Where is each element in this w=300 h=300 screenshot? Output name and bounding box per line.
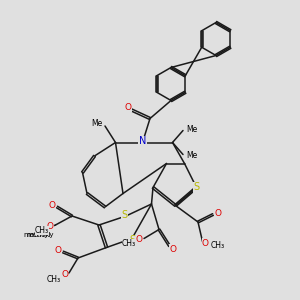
Text: O: O (46, 222, 54, 231)
Text: S: S (194, 182, 200, 193)
Text: O: O (124, 103, 132, 112)
Text: O: O (136, 236, 143, 244)
Text: Me: Me (91, 119, 102, 128)
Text: methyl: methyl (27, 232, 51, 238)
Text: N: N (139, 136, 146, 146)
Text: O: O (202, 238, 209, 247)
Text: O: O (48, 201, 55, 210)
Text: CH₃: CH₃ (210, 242, 225, 250)
Text: CH₃: CH₃ (35, 226, 49, 235)
Text: S: S (122, 209, 128, 220)
Text: N: N (139, 136, 146, 146)
Text: S: S (129, 235, 135, 245)
Text: O: O (54, 246, 61, 255)
Text: O: O (215, 208, 222, 217)
Text: CH₃: CH₃ (47, 274, 61, 284)
Text: methoxy: methoxy (24, 232, 54, 238)
Text: O: O (169, 244, 176, 253)
Text: O: O (61, 270, 68, 279)
Text: CH₃: CH₃ (122, 239, 136, 248)
Text: Me: Me (186, 152, 197, 160)
Text: Me: Me (186, 124, 197, 134)
